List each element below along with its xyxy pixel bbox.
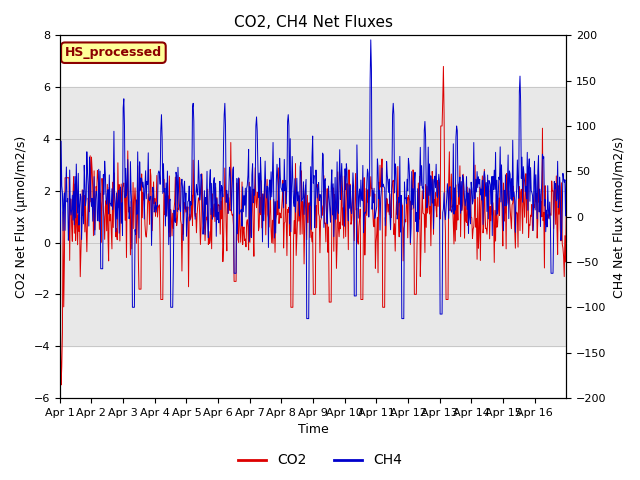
- Line: CO2: CO2: [60, 66, 566, 385]
- CO2: [234, 237, 242, 242]
- CH4: [367, 37, 374, 43]
- X-axis label: Time: Time: [298, 423, 328, 436]
- CO2: [563, 209, 570, 215]
- CO2: [394, 164, 402, 169]
- Y-axis label: CH4 Net Flux (nmol/m2/s): CH4 Net Flux (nmol/m2/s): [612, 136, 625, 298]
- CO2: [57, 382, 65, 388]
- Legend: CO2, CH4: CO2, CH4: [232, 448, 408, 473]
- CH4: [56, 242, 63, 248]
- CH4: [303, 316, 310, 322]
- CH4: [395, 195, 403, 201]
- CO2: [365, 194, 373, 200]
- Bar: [60, 87, 566, 346]
- CO2: [209, 215, 217, 220]
- CO2: [253, 190, 261, 195]
- Text: HS_processed: HS_processed: [65, 46, 162, 59]
- Title: CO2, CH4 Net Fluxes: CO2, CH4 Net Fluxes: [234, 15, 392, 30]
- CH4: [234, 231, 241, 237]
- CO2: [56, 278, 63, 284]
- CH4: [253, 114, 260, 120]
- CH4: [563, 178, 570, 183]
- CO2: [116, 238, 124, 244]
- CH4: [209, 216, 216, 222]
- CH4: [115, 230, 123, 236]
- CO2: [440, 63, 447, 69]
- Line: CH4: CH4: [60, 40, 566, 319]
- Y-axis label: CO2 Net Flux (μmol/m2/s): CO2 Net Flux (μmol/m2/s): [15, 135, 28, 298]
- CH4: [365, 193, 373, 199]
